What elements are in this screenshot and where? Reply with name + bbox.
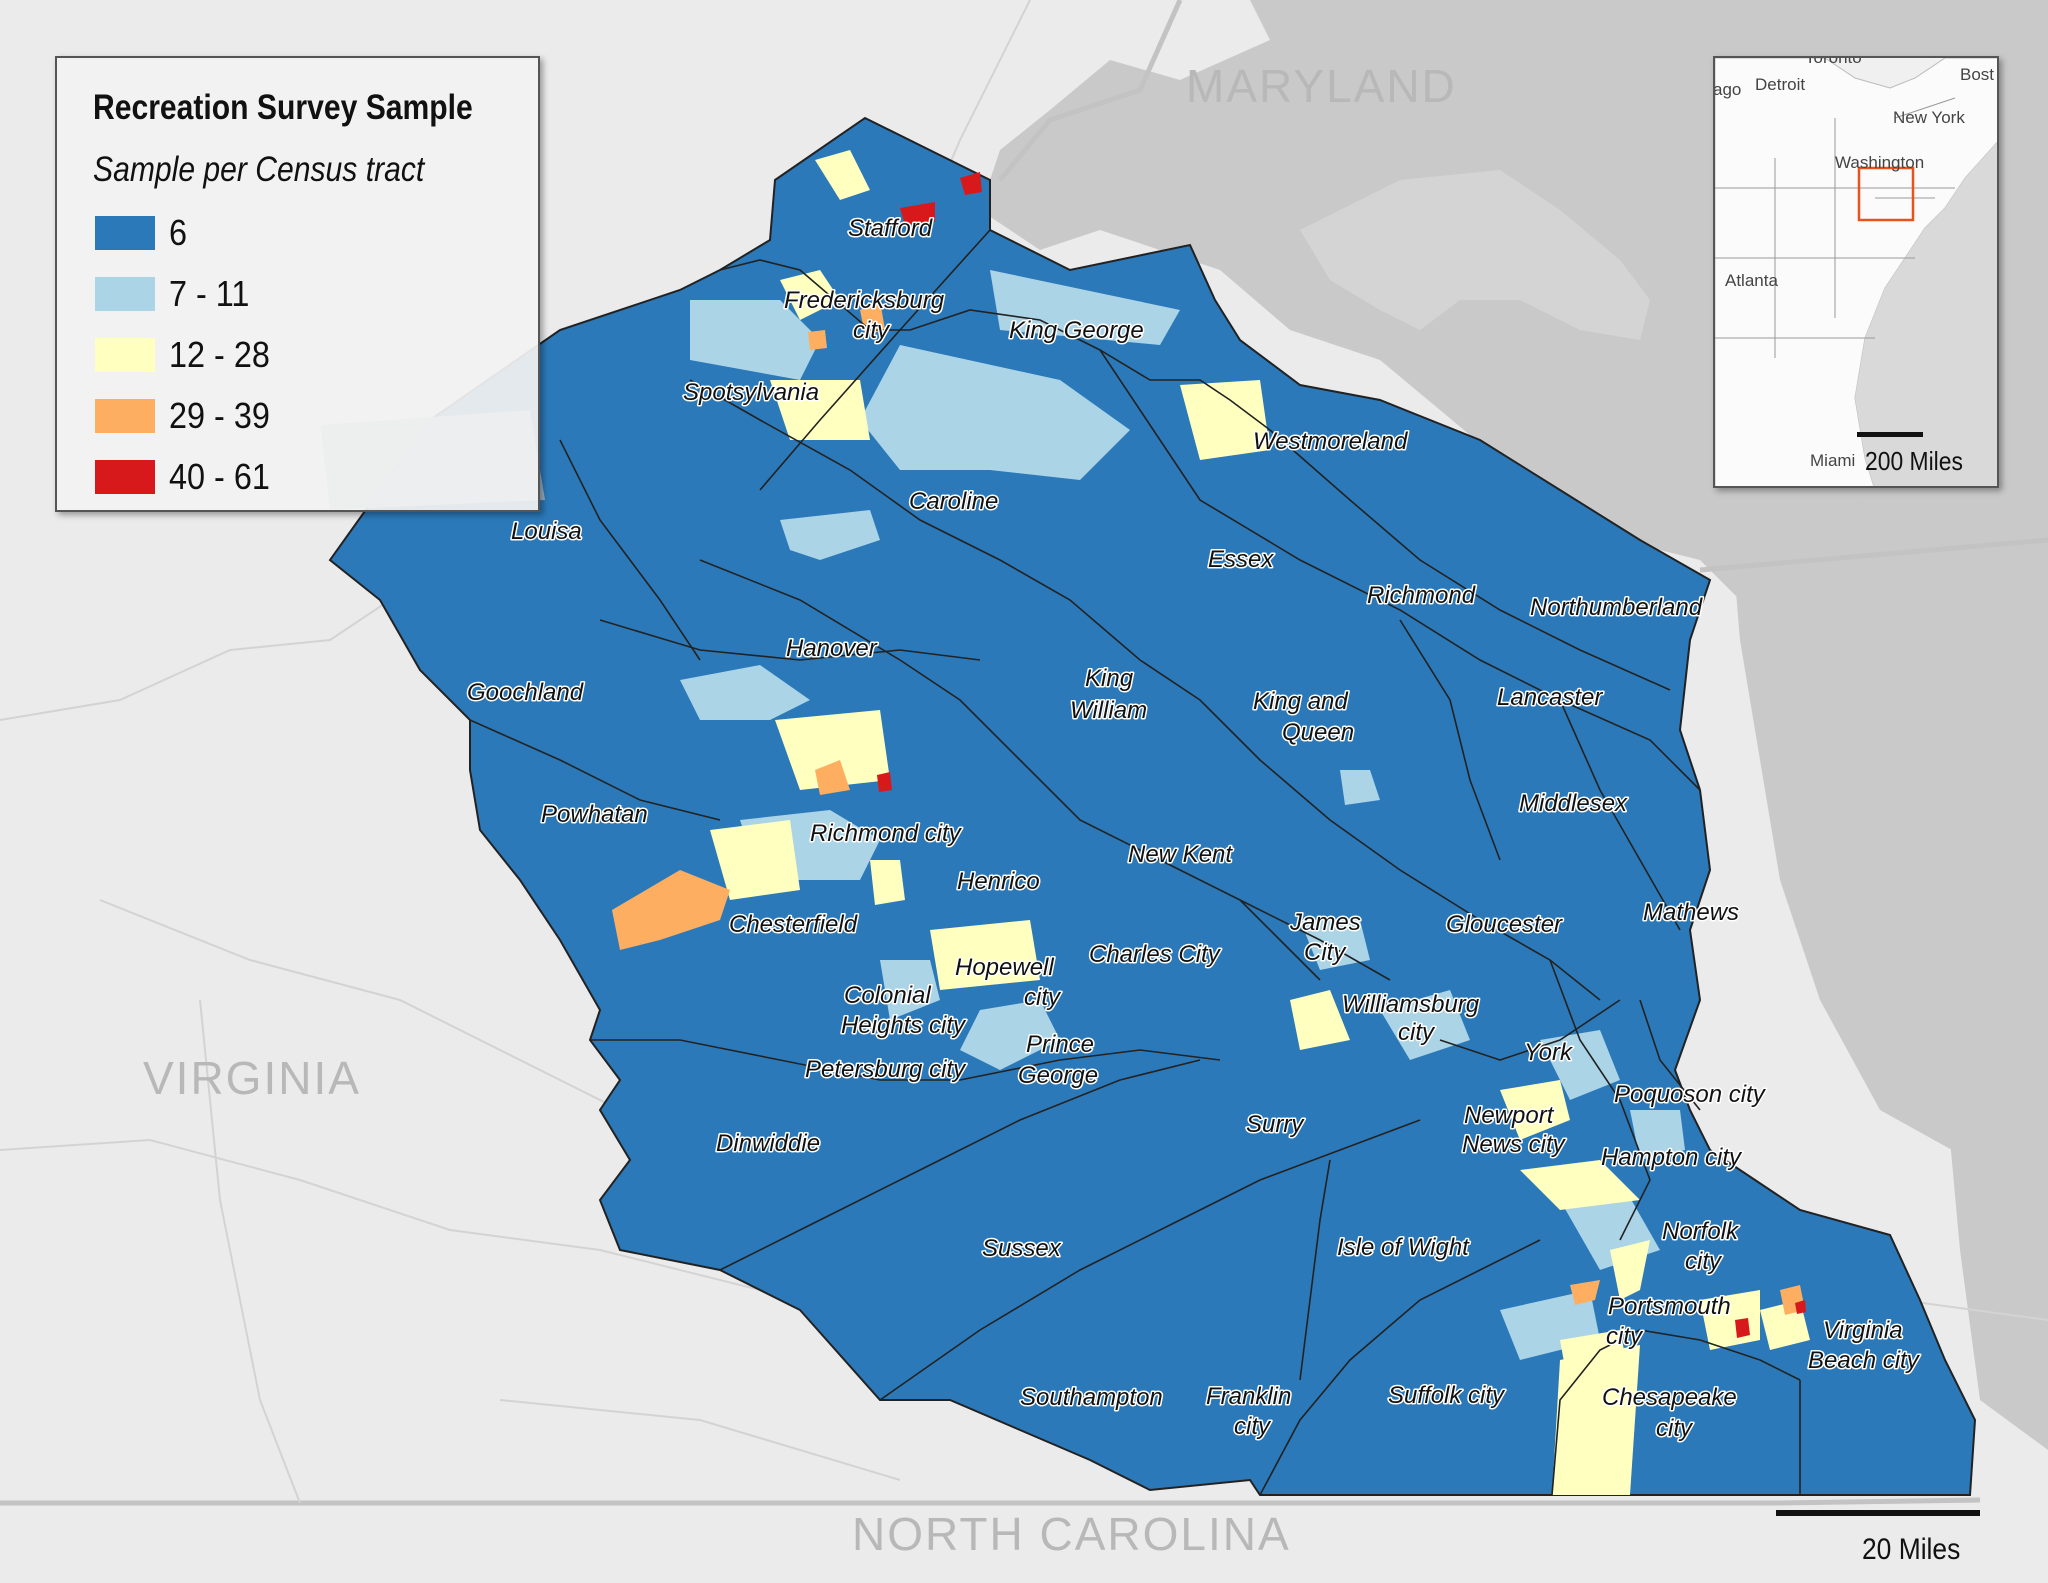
county-label: city bbox=[1398, 1019, 1436, 1046]
county-label: Poquoson city bbox=[1614, 1081, 1767, 1108]
legend-swatch bbox=[95, 338, 155, 372]
county-label: Hanover bbox=[786, 635, 878, 662]
county-label: Williamsburg bbox=[1342, 991, 1480, 1018]
county-label: King bbox=[1085, 665, 1134, 692]
inset-label: Atlanta bbox=[1725, 271, 1778, 290]
county-label: Goochland bbox=[467, 679, 584, 706]
county-label: Hampton city bbox=[1601, 1144, 1743, 1171]
county-label: Suffolk city bbox=[1388, 1382, 1506, 1409]
legend-label: 12 - 28 bbox=[169, 334, 270, 375]
legend-label: 6 bbox=[169, 212, 188, 253]
scale-bar bbox=[1776, 1510, 1980, 1516]
county-label: King and bbox=[1253, 688, 1348, 715]
scale-label: 20 Miles bbox=[1862, 1533, 1961, 1566]
legend-label: 40 - 61 bbox=[169, 456, 270, 497]
county-label: New Kent bbox=[1128, 841, 1233, 868]
county-label: Mathews bbox=[1643, 899, 1739, 926]
county-label: Virginia bbox=[1823, 1317, 1903, 1344]
inset-label: Washington bbox=[1835, 153, 1924, 172]
county-label: Newport bbox=[1464, 1102, 1555, 1129]
county-label: Gloucester bbox=[1446, 911, 1563, 938]
county-label: Essex bbox=[1208, 546, 1274, 573]
state-label-maryland: MARYLAND bbox=[1186, 60, 1457, 112]
county-label: city bbox=[853, 317, 891, 344]
county-label: Isle of Wight bbox=[1337, 1234, 1470, 1261]
inset-label: Toronto bbox=[1805, 58, 1862, 67]
county-label: city bbox=[1024, 984, 1062, 1011]
county-label: York bbox=[1524, 1039, 1574, 1066]
county-label: Dinwiddie bbox=[716, 1130, 820, 1157]
county-label: Westmoreland bbox=[1253, 428, 1408, 455]
county-label: Middlesex bbox=[1519, 790, 1628, 817]
county-label: George bbox=[1018, 1062, 1098, 1089]
class-40-61-tracts bbox=[877, 172, 1806, 1338]
legend-title: Recreation Survey Sample bbox=[93, 88, 473, 127]
inset-label: ago bbox=[1715, 80, 1741, 99]
county-label: Petersburg city bbox=[805, 1056, 967, 1083]
legend-subtitle: Sample per Census tract bbox=[93, 150, 425, 189]
county-label: City bbox=[1304, 939, 1347, 966]
inset-label: Miami bbox=[1810, 451, 1855, 470]
state-label-north-carolina: NORTH CAROLINA bbox=[852, 1508, 1291, 1560]
county-label: city bbox=[1685, 1248, 1723, 1275]
county-label: Richmond city bbox=[810, 820, 963, 847]
county-label: Stafford bbox=[848, 215, 933, 242]
county-label: News city bbox=[1462, 1131, 1567, 1158]
legend-swatch bbox=[95, 399, 155, 433]
county-label: city bbox=[1234, 1413, 1272, 1440]
county-label: King George bbox=[1009, 317, 1144, 344]
county-label: Sussex bbox=[982, 1235, 1062, 1262]
county-label: Hopewell bbox=[955, 954, 1054, 981]
legend-label: 29 - 39 bbox=[169, 395, 270, 436]
county-label: city bbox=[1656, 1415, 1694, 1442]
county-boundaries bbox=[469, 229, 1801, 1496]
inset-locator-map: Toronto ago Detroit Bost New York Washin… bbox=[1713, 56, 1999, 488]
inset-label: Bost bbox=[1960, 65, 1994, 84]
county-label: Beach city bbox=[1808, 1347, 1921, 1374]
county-label: Chesapeake bbox=[1602, 1384, 1737, 1411]
county-label: Henrico bbox=[957, 868, 1040, 895]
county-label: Powhatan bbox=[541, 801, 648, 828]
county-label: Prince bbox=[1026, 1031, 1094, 1058]
county-label: Queen bbox=[1282, 719, 1354, 746]
county-label: Spotsylvania bbox=[683, 379, 819, 406]
legend-swatch bbox=[95, 277, 155, 311]
county-label: Caroline bbox=[909, 488, 998, 515]
legend-swatch bbox=[95, 216, 155, 250]
county-label: Heights city bbox=[841, 1012, 967, 1039]
county-label: Chesterfield bbox=[729, 911, 858, 938]
inset-scale-label: 200 Miles bbox=[1865, 446, 1963, 476]
county-label: Surry bbox=[1246, 1111, 1305, 1138]
class-12-28-tracts bbox=[710, 150, 1810, 1495]
county-label: Lancaster bbox=[1497, 684, 1603, 711]
county-labels: Stafford Fredericksburg city Spotsylvani… bbox=[466, 214, 1923, 1444]
county-label: James bbox=[1289, 909, 1361, 936]
county-label: Colonial bbox=[844, 982, 931, 1009]
county-label: Portsmouth bbox=[1608, 1293, 1731, 1320]
county-label: Fredericksburg bbox=[784, 287, 945, 314]
legend-label: 7 - 11 bbox=[169, 273, 250, 314]
county-label: Louisa bbox=[511, 518, 582, 545]
state-boundaries bbox=[0, 0, 2048, 1506]
county-label: William bbox=[1070, 697, 1147, 724]
inset-label: New York bbox=[1893, 108, 1965, 127]
county-label: Richmond bbox=[1367, 582, 1476, 609]
county-label: Charles City bbox=[1089, 941, 1222, 968]
state-label-virginia: VIRGINIA bbox=[143, 1052, 361, 1104]
inset-scalebar bbox=[1857, 432, 1923, 437]
inset-map-graphic: Toronto ago Detroit Bost New York Washin… bbox=[1715, 58, 1997, 486]
legend: Recreation Survey Sample Sample per Cens… bbox=[55, 56, 540, 512]
county-label: Norfolk bbox=[1662, 1218, 1740, 1245]
study-area-locator bbox=[1857, 166, 1915, 222]
county-label: Franklin bbox=[1206, 1383, 1291, 1410]
county-label: Northumberland bbox=[1530, 594, 1703, 621]
inset-label: Detroit bbox=[1755, 75, 1805, 94]
legend-swatch bbox=[95, 460, 155, 494]
county-label: Southampton bbox=[1020, 1384, 1163, 1411]
county-label: city bbox=[1606, 1323, 1644, 1350]
